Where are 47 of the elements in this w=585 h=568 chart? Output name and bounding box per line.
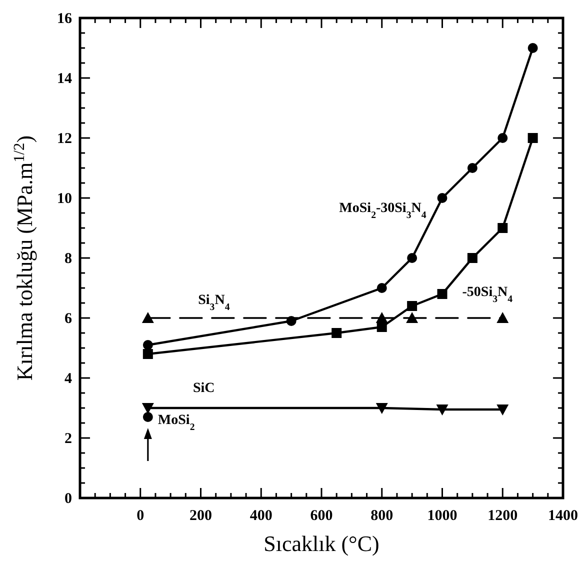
point <box>498 133 508 143</box>
series-label: -50Si$_{3}$N$_{4}$ <box>462 285 513 304</box>
y-tick-label: 6 <box>64 311 72 327</box>
point <box>498 223 508 233</box>
y-tick-label: 4 <box>64 371 72 387</box>
y-tick-label: 12 <box>57 131 72 147</box>
y-tick-label: 14 <box>57 71 72 87</box>
point <box>406 312 418 323</box>
point <box>142 403 154 414</box>
point <box>467 163 478 173</box>
point <box>437 193 448 203</box>
point <box>528 43 538 53</box>
point <box>496 312 509 323</box>
x-axis-title: Sıcaklık (°C) <box>264 531 380 556</box>
point <box>142 412 153 422</box>
x-tick-label: 1400 <box>548 508 578 524</box>
series-label: MoSi$_{2}$ <box>158 413 195 432</box>
point <box>467 253 478 263</box>
point <box>376 283 387 293</box>
point <box>407 253 418 263</box>
point <box>376 403 388 414</box>
x-tick-label: 1000 <box>427 508 458 524</box>
point <box>142 349 153 359</box>
point <box>407 301 418 311</box>
point <box>376 322 387 332</box>
y-tick-label: 0 <box>64 491 72 507</box>
x-tick-label: 400 <box>250 508 272 524</box>
x-tick-label: 0 <box>136 508 144 524</box>
point <box>332 328 342 338</box>
x-tick-label: 200 <box>190 508 212 524</box>
series-label: SiC <box>192 381 215 396</box>
point <box>142 340 153 350</box>
point <box>437 289 448 299</box>
series-label: Si$_{3}$N$_{4}$ <box>198 293 230 312</box>
point <box>376 312 388 323</box>
point <box>496 404 509 416</box>
point <box>436 404 448 416</box>
y-tick-label: 2 <box>64 431 72 447</box>
x-tick-label: 600 <box>310 508 333 524</box>
series-label: MoSi$_{2}$-30Si$_{3}$N$_{4}$ <box>339 201 426 220</box>
point <box>528 133 538 143</box>
y-tick-label: 10 <box>57 191 72 207</box>
y-tick-label: 16 <box>57 11 72 27</box>
point <box>142 312 154 323</box>
x-tick-label: 1200 <box>488 508 518 524</box>
y-tick-label: 8 <box>64 251 72 267</box>
x-tick-label: 800 <box>370 508 394 524</box>
